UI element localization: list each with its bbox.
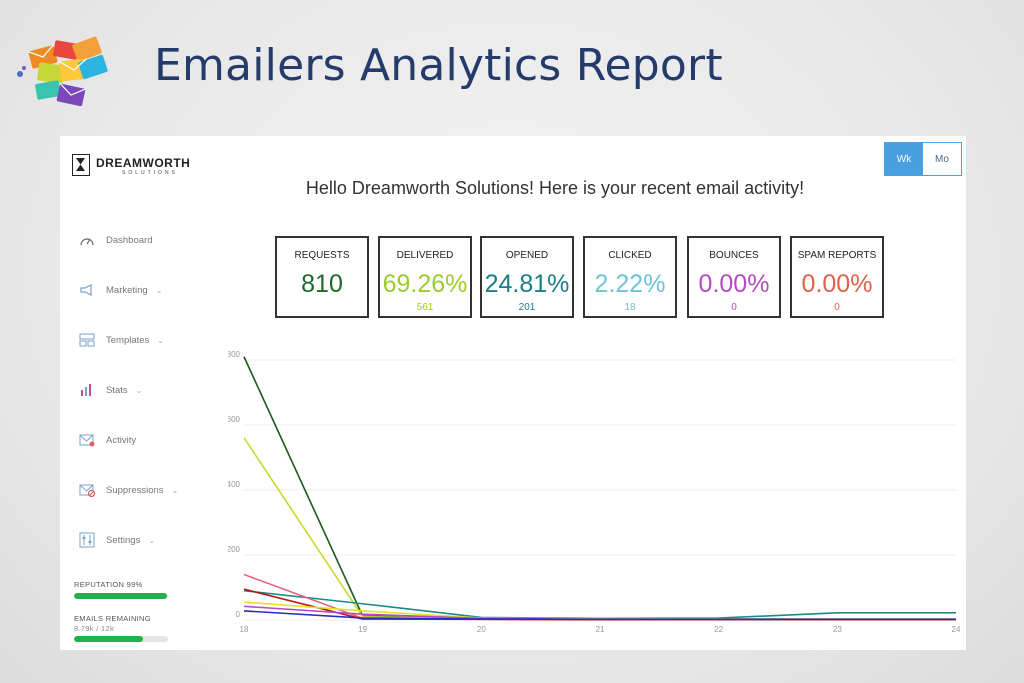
stat-value: 810 (301, 270, 343, 298)
sidebar-item-label: Suppressions (106, 484, 164, 496)
dashboard-screenshot: DREAMWORTH SOLUTIONS Wk Mo Hello Dreamwo… (60, 136, 966, 650)
stat-card-delivered[interactable]: DELIVERED 69.26% 561 (378, 236, 472, 318)
brand-name: DREAMWORTH (96, 156, 191, 170)
stat-label: BOUNCES (709, 250, 759, 261)
chevron-down-icon: ⌄ (155, 285, 163, 295)
sidebar-item-label: Stats (106, 384, 128, 396)
x-tick-label: 21 (596, 625, 605, 634)
reputation-meter (74, 593, 168, 599)
stat-label: REQUESTS (294, 250, 350, 261)
emails-remaining-meter-fill (74, 636, 143, 642)
greeting-text: Hello Dreamworth Solutions! Here is your… (305, 178, 805, 198)
chevron-down-icon: ⌄ (157, 335, 165, 345)
series-line-8 (243, 610, 956, 621)
templates-icon (78, 331, 96, 349)
x-tick-label: 23 (833, 625, 842, 634)
chevron-down-icon: ⌄ (148, 535, 156, 545)
sidebar-item-suppressions[interactable]: Suppressions ⌄ (78, 478, 178, 502)
stat-count: 18 (624, 302, 636, 313)
stat-value: 2.22% (594, 270, 666, 298)
megaphone-icon (78, 281, 96, 299)
y-tick-label: 400 (228, 480, 241, 489)
stat-value: 0.00% (801, 270, 873, 298)
sidebar-item-activity[interactable]: Activity (78, 428, 136, 452)
sidebar-item-label: Dashboard (106, 234, 153, 246)
y-tick-label: 200 (228, 545, 241, 554)
stat-value: 24.81% (484, 270, 570, 298)
settings-sliders-icon (78, 531, 96, 549)
series-line-5 (243, 588, 956, 621)
brand-logo[interactable]: DREAMWORTH SOLUTIONS (72, 154, 202, 180)
topbar-band (380, 140, 848, 178)
hourglass-icon (72, 154, 90, 176)
stat-count: 201 (518, 302, 536, 313)
stat-label: SPAM REPORTS (797, 250, 877, 261)
activity-line-chart: 0 200 400 600 800 18 19 20 21 22 23 24 (228, 350, 961, 634)
x-tick-label: 24 (952, 625, 961, 634)
sidebar-item-label: Templates (106, 334, 150, 346)
chevron-down-icon: ⌄ (135, 385, 143, 395)
stat-value: 69.26% (382, 270, 468, 298)
slide-title: Emailers Analytics Report (154, 40, 723, 91)
reputation-label: REPUTATION 99% (74, 580, 143, 589)
x-tick-label: 19 (358, 625, 367, 634)
emails-remaining-label: EMAILS REMAINING (74, 614, 151, 623)
stat-value: 0.00% (698, 270, 770, 298)
stat-label: CLICKED (608, 250, 652, 261)
stat-label: OPENED (505, 250, 549, 261)
sidebar-item-settings[interactable]: Settings ⌄ (78, 528, 155, 552)
brand-subtitle: SOLUTIONS (122, 170, 178, 176)
x-tick-label: 20 (477, 625, 486, 634)
series-line-1 (243, 356, 956, 620)
sidebar: Dashboard Marketing ⌄ Templates ⌄ Stats … (60, 216, 200, 646)
sidebar-item-label: Marketing (106, 284, 148, 296)
envelopes-cluster-icon (17, 36, 108, 107)
stat-card-requests[interactable]: REQUESTS 810 (275, 236, 369, 318)
emails-remaining-value: 8.79k / 12k (74, 624, 114, 633)
gauge-icon (78, 231, 96, 249)
sidebar-item-marketing[interactable]: Marketing ⌄ (78, 278, 162, 302)
stat-count: 0 (731, 302, 737, 313)
y-tick-label: 800 (228, 350, 241, 359)
stat-card-spam-reports[interactable]: SPAM REPORTS 0.00% 0 (790, 236, 884, 318)
toggle-month[interactable]: Mo (923, 143, 961, 175)
sidebar-item-templates[interactable]: Templates ⌄ (78, 328, 164, 352)
toggle-week[interactable]: Wk (885, 143, 923, 175)
activity-envelope-icon (78, 431, 96, 449)
stat-count: 561 (416, 302, 434, 313)
bar-chart-icon (78, 381, 96, 399)
sidebar-item-label: Settings (106, 534, 141, 546)
suppression-envelope-icon (78, 481, 96, 499)
series-line-2 (243, 437, 956, 621)
x-tick-label: 22 (714, 625, 723, 634)
stat-cards: REQUESTS 810 DELIVERED 69.26% 561 OPENED… (275, 236, 895, 320)
sidebar-item-dashboard[interactable]: Dashboard (78, 228, 152, 252)
period-toggle: Wk Mo (884, 142, 962, 176)
stat-card-clicked[interactable]: CLICKED 2.22% 18 (583, 236, 677, 318)
stat-card-opened[interactable]: OPENED 24.81% 201 (480, 236, 574, 318)
stat-card-bounces[interactable]: BOUNCES 0.00% 0 (687, 236, 781, 318)
stat-label: DELIVERED (396, 250, 454, 261)
y-tick-label: 0 (236, 610, 241, 619)
sidebar-item-stats[interactable]: Stats ⌄ (78, 378, 142, 402)
y-tick-label: 600 (228, 415, 241, 424)
sidebar-item-label: Activity (106, 434, 137, 446)
x-tick-label: 18 (240, 625, 249, 634)
stat-count: 0 (834, 302, 840, 313)
reputation-meter-fill (74, 593, 168, 599)
emails-remaining-meter (74, 636, 168, 642)
chevron-down-icon: ⌄ (171, 485, 179, 495)
